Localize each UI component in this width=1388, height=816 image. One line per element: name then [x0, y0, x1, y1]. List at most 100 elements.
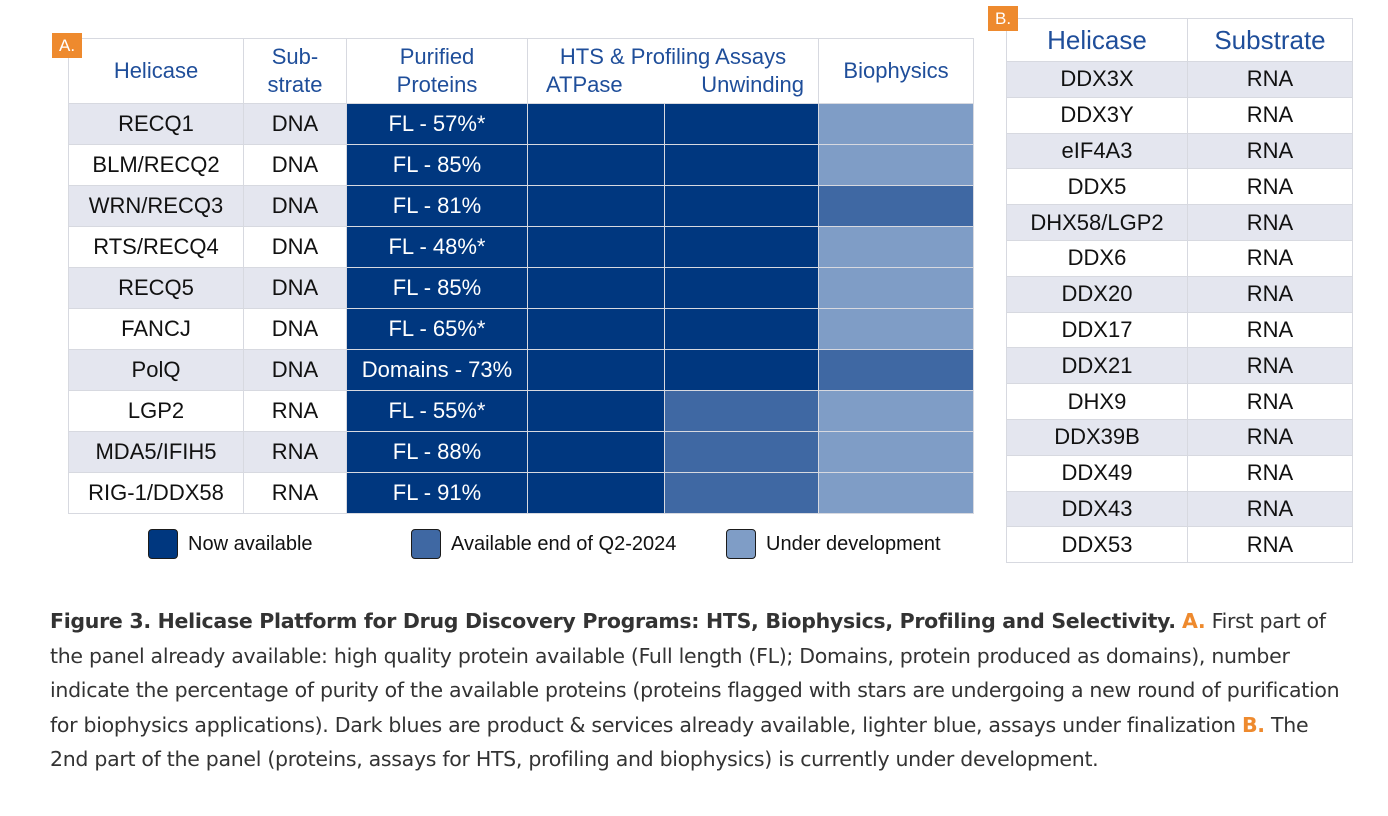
cell-helicase: DDX3X: [1006, 61, 1188, 98]
table-row: BLM/RECQ2 DNA FL - 85%: [68, 144, 974, 186]
cell-biophysics-status: [818, 308, 974, 350]
cell-helicase: RIG-1/DDX58: [68, 472, 244, 514]
cell-biophysics-status: [818, 390, 974, 432]
header-substrate-line2: strate: [267, 72, 323, 97]
panel-b-table: Helicase Substrate DDX3X RNA DDX3Y RNA eIF4A…: [1006, 18, 1353, 564]
cell-atpase-status: [527, 103, 665, 145]
cell-biophysics-status: [818, 431, 974, 473]
legend-swatch-q2: [411, 529, 441, 559]
table-row: DDX21 RNA: [1006, 347, 1353, 385]
cell-purified: FL - 85%: [346, 267, 528, 309]
cell-purified: FL - 57%*: [346, 103, 528, 145]
cell-biophysics-status: [818, 185, 974, 227]
cell-unwinding-status: [664, 144, 819, 186]
cell-unwinding-status: [664, 390, 819, 432]
table-row: FANCJ DNA FL - 65%*: [68, 308, 974, 350]
table-row: RECQ5 DNA FL - 85%: [68, 267, 974, 309]
cell-unwinding-status: [664, 185, 819, 227]
cell-helicase: DDX21: [1006, 347, 1188, 385]
cell-biophysics-status: [818, 349, 974, 391]
cell-helicase: WRN/RECQ3: [68, 185, 244, 227]
cell-atpase-status: [527, 431, 665, 473]
header-purified-line1: Purified: [399, 44, 475, 69]
table-row: MDA5/IFIH5 RNA FL - 88%: [68, 431, 974, 473]
cell-substrate: DNA: [243, 349, 347, 391]
cell-substrate: RNA: [1187, 96, 1353, 134]
cell-helicase: DDX17: [1006, 311, 1188, 349]
cell-helicase: DDX5: [1006, 168, 1188, 206]
cell-helicase: FANCJ: [68, 308, 244, 350]
cell-atpase-status: [527, 185, 665, 227]
table-row: DDX17 RNA: [1006, 311, 1353, 349]
figure-caption: Figure 3. Helicase Platform for Drug Dis…: [50, 604, 1350, 777]
cell-atpase-status: [527, 472, 665, 514]
cell-helicase: DDX6: [1006, 239, 1188, 277]
cell-helicase: eIF4A3: [1006, 132, 1188, 170]
cell-unwinding-status: [664, 472, 819, 514]
caption-a-label: A.: [1181, 609, 1206, 633]
cell-helicase: DDX49: [1006, 454, 1188, 492]
header-substrate: Sub- strate: [243, 38, 347, 104]
cell-purified: Domains - 73%: [346, 349, 528, 391]
cell-substrate: RNA: [1187, 275, 1353, 313]
table-row: DHX58/LGP2 RNA: [1006, 204, 1353, 241]
caption-title: Figure 3. Helicase Platform for Drug Dis…: [50, 609, 1176, 633]
cell-helicase: DDX3Y: [1006, 96, 1188, 134]
table-row: DDX3Y RNA: [1006, 96, 1353, 134]
cell-helicase: DHX9: [1006, 383, 1188, 420]
table-row: DDX6 RNA: [1006, 239, 1353, 277]
cell-substrate: DNA: [243, 308, 347, 350]
cell-unwinding-status: [664, 267, 819, 309]
panel-b-header-helicase: Helicase: [1006, 18, 1188, 62]
panel-a-label: A.: [52, 33, 83, 58]
cell-biophysics-status: [818, 226, 974, 268]
legend-now-available: Now available: [148, 529, 313, 559]
cell-helicase: DDX53: [1006, 526, 1188, 564]
cell-substrate: RNA: [1187, 526, 1353, 564]
cell-unwinding-status: [664, 431, 819, 473]
cell-helicase: RTS/RECQ4: [68, 226, 244, 268]
cell-atpase-status: [527, 390, 665, 432]
panel-b-label: B.: [988, 6, 1019, 31]
header-unwinding: Unwinding: [701, 72, 804, 97]
cell-purified: FL - 91%: [346, 472, 528, 514]
caption-b-label: B.: [1241, 712, 1265, 737]
table-row: DDX20 RNA: [1006, 275, 1353, 313]
cell-purified: FL - 55%*: [346, 390, 528, 432]
cell-substrate: RNA: [243, 472, 347, 514]
legend-available-q2: Available end of Q2-2024: [411, 529, 676, 559]
cell-substrate: RNA: [1187, 239, 1353, 277]
cell-substrate: DNA: [243, 267, 347, 309]
panel-a-table: Helicase Sub- strate Purified Proteins H…: [68, 38, 974, 514]
cell-helicase: DHX58/LGP2: [1006, 204, 1188, 241]
cell-substrate: RNA: [1187, 311, 1353, 349]
cell-purified: FL - 85%: [346, 144, 528, 186]
cell-substrate: RNA: [1187, 168, 1353, 206]
header-atpase: ATPase: [546, 72, 623, 97]
cell-atpase-status: [527, 308, 665, 350]
cell-helicase: RECQ1: [68, 103, 244, 145]
header-purified-line2: Proteins: [396, 72, 478, 97]
header-helicase: Helicase: [68, 38, 244, 104]
caption-a-text: First part of the panel already availabl…: [50, 609, 1340, 737]
cell-substrate: RNA: [243, 390, 347, 432]
cell-helicase: RECQ5: [68, 267, 244, 309]
legend-swatch-now: [148, 529, 178, 559]
header-biophysics: Biophysics: [818, 38, 974, 104]
cell-purified: FL - 65%*: [346, 308, 528, 350]
cell-substrate: RNA: [243, 431, 347, 473]
cell-helicase: DDX39B: [1006, 418, 1188, 456]
cell-helicase: MDA5/IFIH5: [68, 431, 244, 473]
table-row: RIG-1/DDX58 RNA FL - 91%: [68, 472, 974, 514]
cell-substrate: DNA: [243, 226, 347, 268]
table-row: RTS/RECQ4 DNA FL - 48%*: [68, 226, 974, 268]
cell-atpase-status: [527, 144, 665, 186]
cell-helicase: DDX20: [1006, 275, 1188, 313]
cell-unwinding-status: [664, 308, 819, 350]
cell-atpase-status: [527, 349, 665, 391]
cell-atpase-status: [527, 267, 665, 309]
table-row: DDX39B RNA: [1006, 418, 1353, 456]
legend-swatch-dev: [726, 529, 756, 559]
cell-biophysics-status: [818, 144, 974, 186]
caption-b-text: The 2nd part of the panel (proteins, ass…: [50, 712, 1309, 772]
